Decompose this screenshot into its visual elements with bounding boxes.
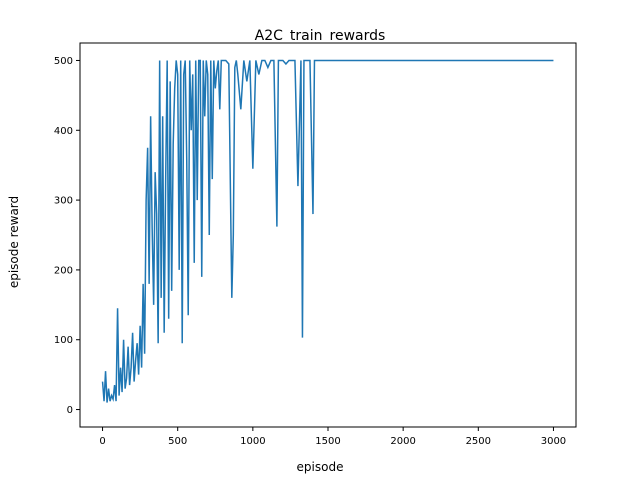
x-axis-label: episode — [297, 460, 344, 474]
x-tick-label: 0 — [99, 436, 105, 447]
x-tick-label: 500 — [168, 436, 187, 447]
y-tick-label: 100 — [54, 335, 73, 346]
x-tick-label: 1500 — [315, 436, 340, 447]
x-tick-label: 2500 — [466, 436, 491, 447]
y-tick-label: 400 — [54, 126, 73, 137]
y-tick-label: 200 — [54, 265, 73, 276]
series-line-0 — [101, 59, 554, 403]
y-axis: 0 100 200 300 400 500 — [54, 56, 80, 416]
y-tick-label: 0 — [67, 405, 73, 416]
chart-title: A2C_train_rewards — [255, 28, 386, 44]
y-tick-label: 300 — [54, 196, 73, 207]
x-tick-label: 3000 — [541, 436, 566, 447]
x-tick-label: 1000 — [240, 436, 265, 447]
axes-frame — [79, 42, 577, 428]
x-axis: 0 500 1000 1500 2000 2500 3000 — [99, 427, 566, 447]
plot-area — [101, 59, 554, 403]
y-tick-label: 500 — [54, 56, 73, 67]
y-axis-label: episode reward — [7, 196, 21, 288]
x-tick-label: 2000 — [390, 436, 415, 447]
